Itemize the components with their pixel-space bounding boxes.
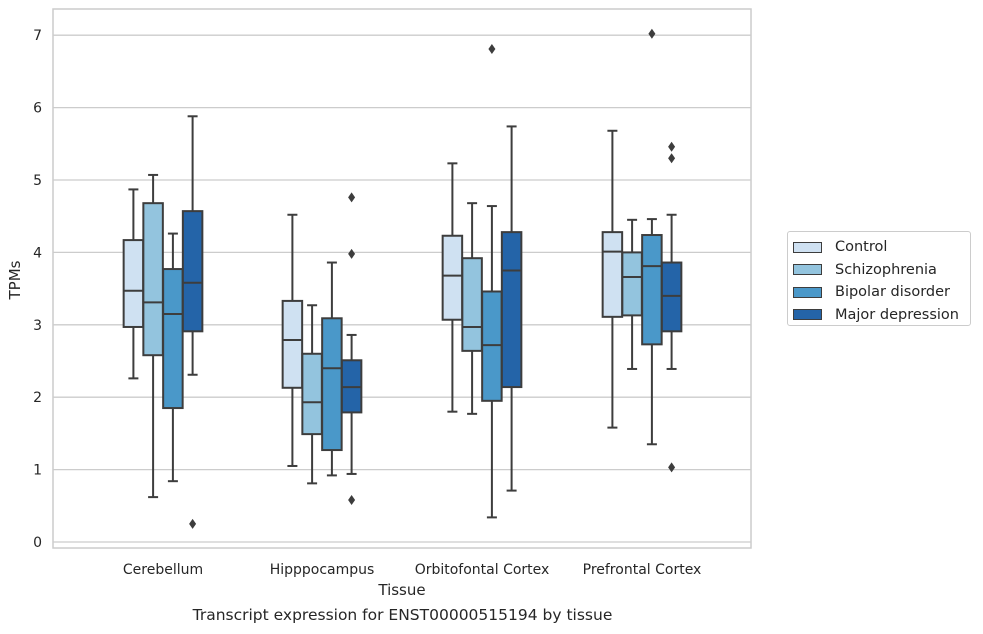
- y-tick-label: 2: [33, 390, 42, 406]
- box: [660, 141, 683, 473]
- box: [162, 232, 184, 483]
- outlier-point: [189, 518, 197, 529]
- box: [142, 173, 164, 499]
- y-tick-label: 7: [33, 28, 42, 44]
- box: [481, 43, 503, 519]
- legend-label: Bipolar disorder: [835, 284, 950, 301]
- outlier-point: [668, 153, 676, 164]
- x-axis-title: Tissue: [377, 581, 425, 599]
- box-iqr: [641, 234, 663, 346]
- box: [301, 304, 323, 485]
- box-iqr: [281, 299, 304, 389]
- box: [500, 125, 523, 492]
- y-tick-label: 4: [33, 245, 42, 261]
- legend-swatch: [793, 286, 822, 298]
- outlier-point: [668, 141, 676, 152]
- outlier-point: [648, 28, 656, 39]
- outlier-point: [348, 192, 356, 203]
- box: [321, 261, 343, 477]
- box-iqr: [500, 231, 523, 389]
- outlier-point: [668, 462, 676, 473]
- x-tick-labels: Cerebellum Hipppocampus Orbitofontal Corte…: [123, 562, 701, 578]
- legend-item: Control: [793, 236, 970, 259]
- legend-label: Control: [835, 239, 888, 256]
- x-tick-label: Hipppocampus: [270, 562, 375, 578]
- legend-swatch: [793, 241, 822, 253]
- outlier-point: [348, 495, 356, 506]
- box-iqr: [122, 239, 145, 328]
- box-iqr: [621, 251, 643, 317]
- x-tick-label: Prefrontal Cortex: [583, 562, 702, 578]
- legend-label: Schizophrenia: [835, 261, 937, 278]
- box-iqr: [601, 231, 624, 318]
- box-iqr: [660, 261, 683, 333]
- box: [461, 202, 483, 415]
- box-layer: [122, 28, 683, 529]
- box: [281, 213, 304, 467]
- y-tick-label: 0: [33, 535, 42, 551]
- x-tick-label: Orbitofontal Cortex: [415, 562, 550, 578]
- box-iqr: [441, 234, 464, 321]
- figure-caption: Transcript expression for ENST0000051519…: [192, 606, 613, 624]
- y-axis-title: TPMs: [6, 260, 24, 300]
- box-iqr: [301, 352, 323, 436]
- box: [621, 218, 643, 370]
- legend-item: Major depression: [793, 304, 970, 327]
- legend: Control Schizophrenia Bipolar disorder M…: [787, 231, 971, 326]
- x-tick-label: Cerebellum: [123, 562, 203, 578]
- outlier-point: [488, 43, 496, 54]
- y-tick-labels: 0 1 2 3 4 5 6 7: [33, 28, 42, 551]
- y-tick-label: 5: [33, 173, 42, 189]
- box: [122, 188, 145, 380]
- y-tick-label: 1: [33, 463, 42, 479]
- box: [441, 162, 464, 413]
- box-iqr: [142, 202, 164, 357]
- box-iqr: [481, 290, 503, 402]
- legend-item: Bipolar disorder: [793, 281, 970, 304]
- legend-swatch: [793, 309, 822, 321]
- box: [601, 129, 624, 429]
- box: [340, 192, 363, 506]
- box: [641, 28, 663, 446]
- plot-frame: [52, 8, 752, 549]
- outlier-point: [348, 248, 356, 259]
- legend-item: Schizophrenia: [793, 259, 970, 282]
- box-iqr: [181, 210, 204, 333]
- box: [181, 115, 204, 529]
- box-iqr: [162, 268, 184, 410]
- box-iqr: [461, 257, 483, 352]
- box-iqr: [321, 317, 343, 452]
- y-tick-label: 6: [33, 101, 42, 117]
- y-tick-label: 3: [33, 318, 42, 334]
- legend-swatch: [793, 264, 822, 276]
- legend-label: Major depression: [835, 306, 959, 323]
